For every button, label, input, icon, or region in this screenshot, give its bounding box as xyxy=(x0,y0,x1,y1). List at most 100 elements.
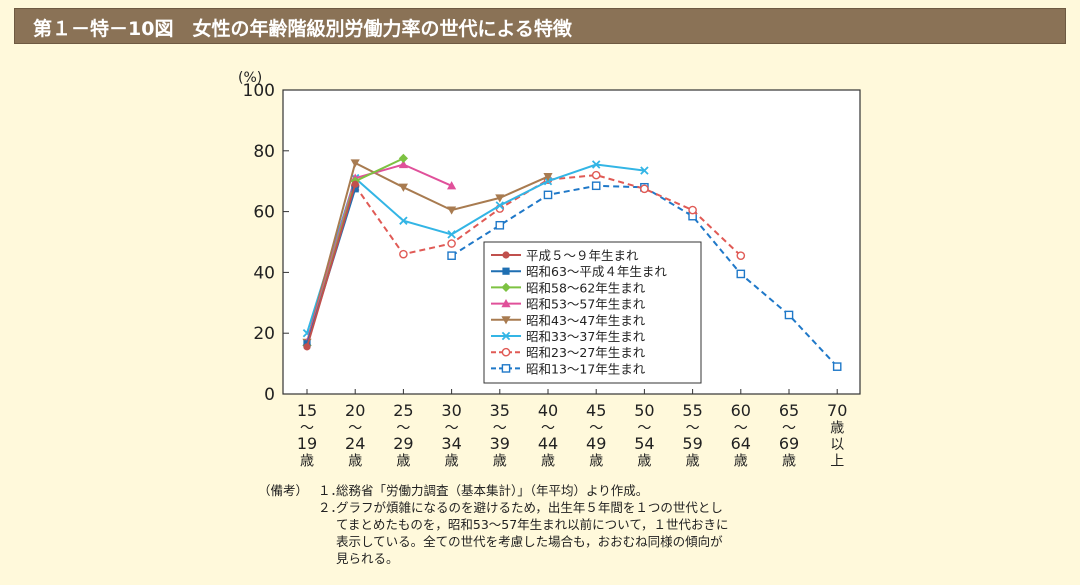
x-tick-label-part: 歳 xyxy=(300,454,314,470)
x-tick-label-part: 歳 xyxy=(686,454,700,470)
note-line: グラフが煩雑になるのを避けるため，出生年５年間を１つの世代とし xyxy=(336,500,723,515)
data-point xyxy=(501,347,511,357)
x-tick-label-part: 54 xyxy=(634,434,654,453)
data-point xyxy=(350,159,360,168)
x-tick-label: 55～59歳 xyxy=(682,401,702,470)
legend-label: 昭和13～17年生まれ xyxy=(526,361,646,376)
data-point xyxy=(591,160,601,169)
x-tick-label-part: 29 xyxy=(393,434,413,453)
data-point xyxy=(736,269,746,279)
legend-item: 平成５～９年生まれ xyxy=(491,248,639,263)
x-tick-label-part: 20 xyxy=(345,401,365,420)
x-tick-label-part: ～ xyxy=(300,421,314,437)
x-tick-label: 15～19歳 xyxy=(297,401,317,470)
x-tick-label: 60～64歳 xyxy=(731,401,751,470)
x-tick-label: 30～34歳 xyxy=(441,401,461,470)
data-point xyxy=(543,173,553,182)
x-tick-label-part: 35 xyxy=(490,401,510,420)
chart-title: 第１－特－10図 女性の年齢階級別労働力率の世代による特徴 xyxy=(33,18,572,40)
legend-item: 昭和63～平成４年生まれ xyxy=(491,264,667,279)
x-axis: 15～19歳20～24歳25～29歳30～34歳35～39歳40～44歳45～4… xyxy=(297,389,847,470)
data-point xyxy=(495,201,505,210)
legend-box xyxy=(483,241,702,384)
notes: （備考） １． 総務省「労働力調査（基本集計）」（年平均）より作成。 ２． グラ… xyxy=(258,482,728,567)
x-tick-label-part: 歳 xyxy=(396,454,410,470)
y-tick-label: 20 xyxy=(253,324,275,344)
y-tick-label: 80 xyxy=(253,142,275,162)
x-tick-label-part: ～ xyxy=(541,421,555,437)
x-tick-label-part: ～ xyxy=(348,421,362,437)
data-point xyxy=(447,239,456,248)
x-tick-label: 50～54歳 xyxy=(634,401,654,470)
note-item-2: ２． グラフが煩雑になるのを避けるため，出生年５年間を１つの世代とし てまとめた… xyxy=(258,499,728,567)
data-point xyxy=(399,216,408,225)
x-tick-label-part: ～ xyxy=(445,421,459,437)
note-line: 見られる。 xyxy=(336,551,399,566)
x-tick-label-part: 34 xyxy=(441,434,461,453)
data-point xyxy=(398,159,408,169)
x-tick-label-part: ～ xyxy=(686,421,700,437)
x-tick-label: 40～44歳 xyxy=(538,401,558,470)
data-point xyxy=(502,251,510,259)
x-tick-label-part: 歳 xyxy=(782,454,796,470)
legend-label: 昭和33～37年生まれ xyxy=(526,329,646,344)
note-line: 表示している。全ての世代を考慮した場合も，おおむね同様の傾向が xyxy=(336,534,723,549)
legend-item: 昭和33～37年生まれ xyxy=(491,329,646,344)
x-tick-label-part: 15 xyxy=(297,401,317,420)
series-line xyxy=(306,183,357,348)
y-tick-label: 40 xyxy=(253,263,275,283)
note-number: ２． xyxy=(318,500,344,515)
data-point xyxy=(447,251,456,260)
note-line: 総務省「労働力調査（基本集計）」（年平均）より作成。 xyxy=(336,483,649,498)
note-item-1: （備考） １． 総務省「労働力調査（基本集計）」（年平均）より作成。 xyxy=(258,482,728,499)
x-tick-label-part: ～ xyxy=(589,421,603,437)
notes-label: （備考） xyxy=(258,483,309,498)
x-tick-label-part: 歳 xyxy=(637,454,651,470)
x-tick-label-part: 歳 xyxy=(830,421,844,437)
note-line: てまとめたものを，昭和53～57年生まれ以前について，１世代おきに xyxy=(336,517,729,532)
data-point xyxy=(398,183,408,192)
data-point xyxy=(688,205,697,215)
y-axis-unit: (%) xyxy=(238,70,262,86)
y-tick-label: 100 xyxy=(243,81,275,101)
legend-item: 昭和58～62年生まれ xyxy=(491,280,646,295)
x-tick-label-part: 40 xyxy=(538,401,558,420)
x-tick-label: 65～69歳 xyxy=(779,401,799,470)
x-tick-label-part: 70 xyxy=(827,401,847,420)
data-point xyxy=(832,362,842,371)
data-point xyxy=(784,310,794,320)
title-bar: 第１－特－10図 女性の年齢階級別労働力率の世代による特徴 xyxy=(14,8,1066,44)
x-tick-label-part: ～ xyxy=(637,421,651,437)
legend-item: 昭和23～27年生まれ xyxy=(491,345,646,360)
data-point xyxy=(543,190,553,200)
legend-label: 昭和63～平成４年生まれ xyxy=(526,264,667,279)
x-tick-label-part: 45 xyxy=(586,401,606,420)
legend-label: 平成５～９年生まれ xyxy=(526,248,639,263)
x-tick-label: 35～39歳 xyxy=(490,401,510,470)
x-tick-label-part: 歳 xyxy=(348,454,362,470)
legend-label: 昭和58～62年生まれ xyxy=(526,280,646,295)
x-tick-label-part: 歳 xyxy=(734,454,748,470)
x-tick-label-part: 64 xyxy=(731,434,751,453)
x-tick-label-part: 60 xyxy=(731,401,751,420)
data-point xyxy=(591,170,601,180)
x-tick-label-part: 55 xyxy=(682,401,702,420)
data-point xyxy=(502,267,510,275)
x-tick-label-part: 歳 xyxy=(541,454,555,470)
x-tick-label-part: 44 xyxy=(538,434,558,453)
x-tick-label-part: 25 xyxy=(393,401,413,420)
series-line xyxy=(306,161,549,343)
data-point xyxy=(501,299,511,308)
x-tick-label-part: 上 xyxy=(830,454,844,470)
x-tick-label-part: 50 xyxy=(634,401,654,420)
data-point xyxy=(591,181,601,191)
x-tick-label: 25～29歳 xyxy=(393,401,413,470)
x-tick-label-part: 24 xyxy=(345,434,365,453)
series-layer xyxy=(302,153,842,371)
series-line xyxy=(306,163,645,334)
data-point xyxy=(736,251,746,260)
data-point xyxy=(447,230,456,239)
data-point xyxy=(447,206,457,215)
x-tick-label-part: 39 xyxy=(490,434,510,453)
